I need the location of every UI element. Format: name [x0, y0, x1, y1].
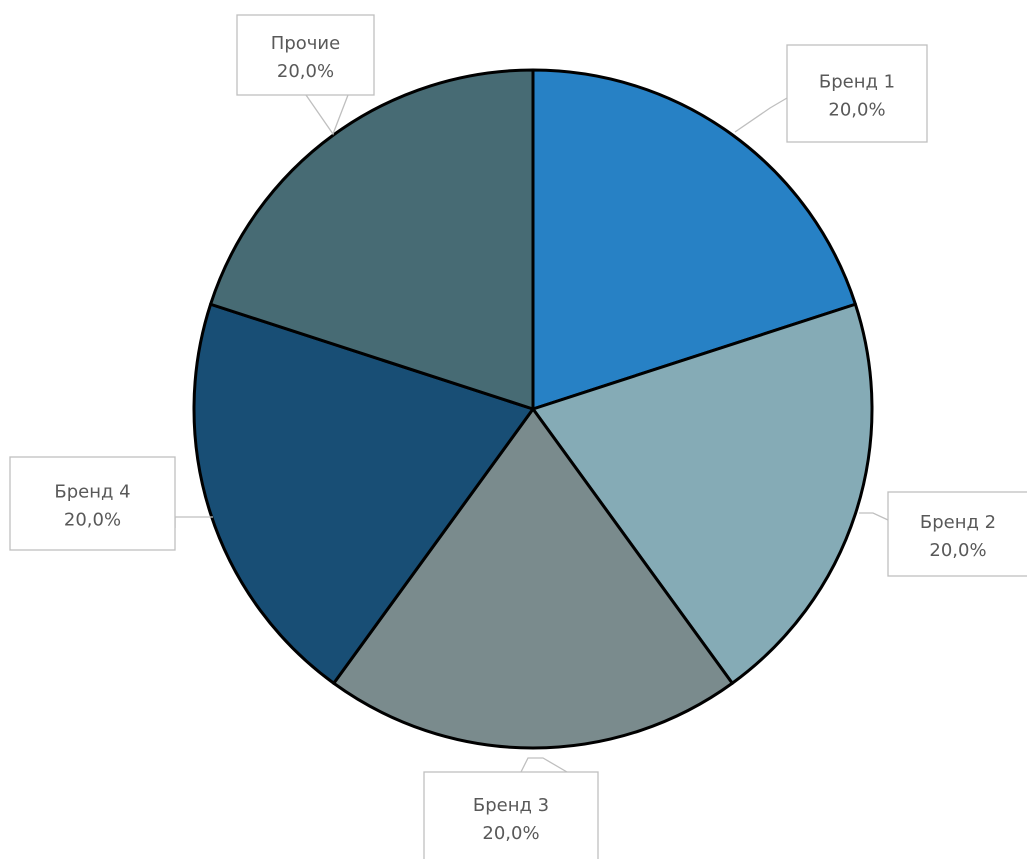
data-label-brand-3: Бренд 3 20,0%	[423, 757, 599, 859]
callout-box-other	[236, 14, 375, 96]
leader-line-brand-2	[859, 512, 889, 521]
callout-box-brand-3	[423, 771, 599, 859]
slice-percent-brand-3: 20,0%	[482, 823, 539, 844]
leader-line-brand-1	[734, 97, 788, 133]
pie-slice-brand-3	[332, 407, 734, 750]
pie-slice-other	[209, 68, 535, 411]
data-label-callouts: Бренд 120,0%Бренд 220,0%Бренд 320,0%Брен…	[9, 14, 1027, 859]
slice-label-other: Прочие	[271, 33, 340, 54]
slice-percent-brand-1: 20,0%	[828, 100, 885, 121]
slice-label-brand-4: Бренд 4	[54, 482, 130, 503]
data-label-other: Прочие 20,0%	[236, 14, 375, 136]
data-label-brand-1: Бренд 1 20,0%	[734, 44, 928, 143]
leader-line-brand-3	[520, 757, 568, 773]
data-label-brand-2: Бренд 2 20,0%	[859, 491, 1027, 577]
slice-label-brand-1: Бренд 1	[819, 72, 895, 93]
leader-line-brand-4	[174, 516, 213, 528]
slice-percent-brand-2: 20,0%	[929, 540, 986, 561]
pie-slice-brand-2	[531, 302, 874, 685]
callout-box-brand-1	[786, 44, 928, 143]
slice-percent-other: 20,0%	[277, 61, 334, 82]
callout-box-brand-4	[9, 456, 176, 551]
slice-label-brand-2: Бренд 2	[920, 512, 996, 533]
slice-percent-brand-4: 20,0%	[64, 510, 121, 531]
pie-slice-brand-1	[531, 68, 857, 411]
pie-slices	[192, 68, 874, 750]
callout-box-brand-2	[887, 491, 1027, 577]
slice-label-brand-3: Бренд 3	[473, 795, 549, 816]
leader-line-other	[305, 94, 349, 136]
pie-slice-brand-4	[192, 302, 535, 685]
data-label-brand-4: Бренд 4 20,0%	[9, 456, 213, 551]
